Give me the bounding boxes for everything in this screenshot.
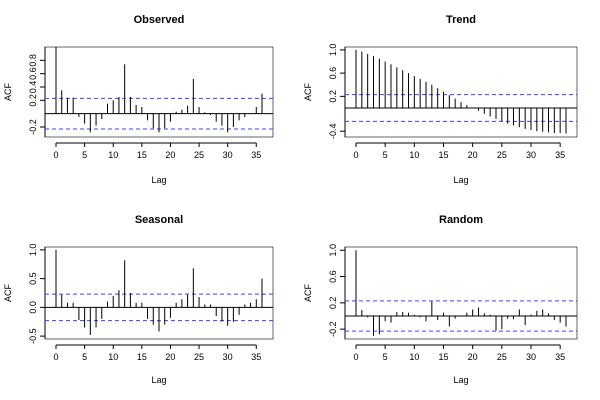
x-tick-label: 20 (468, 150, 478, 160)
x-tick-label: 10 (108, 352, 118, 362)
x-tick-label: 0 (353, 150, 358, 160)
chart-title: Seasonal (135, 214, 183, 226)
y-tick-label: -0.5 (28, 328, 38, 344)
x-tick-label: 25 (497, 150, 507, 160)
x-tick-label: 15 (137, 352, 147, 362)
x-tick-label: 35 (555, 150, 565, 160)
y-tick-label: 0.5 (28, 272, 38, 285)
x-tick-label: 30 (526, 150, 536, 160)
x-axis-label: Lag (151, 375, 166, 385)
x-tick-label: 30 (526, 352, 536, 362)
y-axis-label: ACF (3, 283, 13, 302)
y-tick-label: 0.2 (328, 90, 338, 103)
plot-box (344, 46, 578, 138)
chart-title: Trend (446, 14, 476, 26)
x-tick-label: 5 (383, 352, 388, 362)
x-tick-label: 10 (108, 150, 118, 160)
y-tick-label: 0.0 (28, 301, 38, 314)
x-tick-label: 35 (251, 352, 261, 362)
x-tick-label: 20 (165, 150, 175, 160)
x-tick-label: 25 (194, 352, 204, 362)
x-tick-label: 0 (53, 352, 58, 362)
x-axis-label: Lag (151, 175, 166, 185)
x-tick-label: 25 (194, 150, 204, 160)
x-tick-label: 25 (497, 352, 507, 362)
chart-title: Observed (134, 14, 185, 26)
y-tick-label: 0.6 (328, 270, 338, 283)
plot-box (344, 246, 578, 340)
y-tick-label: 0.6 (328, 67, 338, 80)
x-tick-label: 5 (82, 352, 87, 362)
x-tick-label: 30 (223, 150, 233, 160)
y-tick-label: -0.2 (328, 321, 338, 337)
x-tick-label: 35 (251, 150, 261, 160)
x-tick-label: 5 (383, 150, 388, 160)
y-tick-label: 0.6 (28, 67, 38, 80)
x-tick-label: 0 (353, 352, 358, 362)
x-tick-label: 5 (82, 150, 87, 160)
x-axis-label: Lag (453, 375, 468, 385)
x-tick-label: 10 (409, 352, 419, 362)
plot-box (44, 46, 274, 138)
y-tick-label: 1.0 (28, 244, 38, 257)
x-tick-label: 20 (165, 352, 175, 362)
y-axis-label: ACF (3, 82, 13, 101)
x-tick-label: 0 (53, 150, 58, 160)
x-tick-label: 35 (555, 352, 565, 362)
y-tick-label: 1.0 (328, 244, 338, 257)
x-tick-label: 15 (438, 150, 448, 160)
plot-box (44, 246, 274, 340)
y-tick-label: -0.2 (28, 119, 38, 135)
x-axis-label: Lag (453, 175, 468, 185)
x-tick-label: 15 (438, 352, 448, 362)
y-tick-label: 0.2 (28, 94, 38, 107)
y-tick-label: 0.8 (28, 54, 38, 67)
x-tick-label: 15 (137, 150, 147, 160)
y-tick-label: 0.2 (328, 297, 338, 310)
x-tick-label: 20 (468, 352, 478, 362)
y-axis-label: ACF (303, 82, 313, 101)
y-axis-label: ACF (303, 283, 313, 302)
y-tick-label: 1.0 (328, 44, 338, 57)
chart-title: Random (439, 214, 483, 226)
y-tick-label: -0.4 (328, 123, 338, 139)
x-tick-label: 30 (223, 352, 233, 362)
x-tick-label: 10 (409, 150, 419, 160)
y-tick-label: 0.4 (28, 81, 38, 94)
